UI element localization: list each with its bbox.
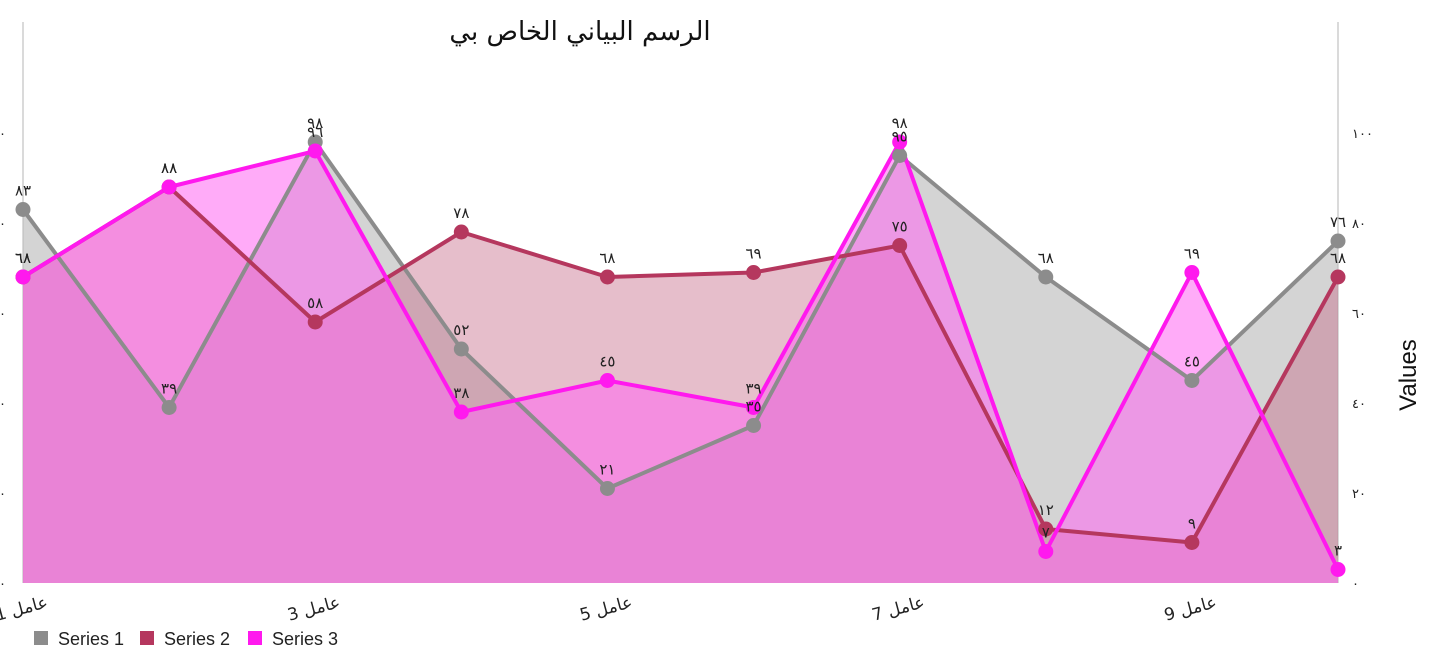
legend-swatch bbox=[248, 631, 262, 645]
series-1-data-label: ٢١ bbox=[599, 461, 615, 479]
series-1-data-label: ٩٨ bbox=[307, 114, 323, 132]
right-y-tick-label: ١٠٠ bbox=[1352, 127, 1373, 142]
series-3-data-label: ٩٨ bbox=[892, 114, 908, 132]
series-3-data-label: ٣٨ bbox=[453, 384, 469, 402]
legend-item-series-2[interactable]: Series 2 bbox=[140, 629, 230, 649]
series-3-data-label: ٣ bbox=[1334, 542, 1342, 560]
series-3-point[interactable] bbox=[1330, 562, 1346, 577]
left-y-tick-label: ٤٠ bbox=[0, 397, 6, 412]
series-3-line bbox=[21, 140, 1340, 571]
series-1-point[interactable] bbox=[161, 400, 177, 415]
right-y-tick-label: ٢٠ bbox=[1352, 487, 1366, 502]
series-1-line bbox=[21, 140, 1340, 491]
series-1-data-label: ٣٩ bbox=[161, 380, 177, 398]
series-1-point[interactable] bbox=[1038, 269, 1054, 285]
legend-label: Series 3 bbox=[272, 629, 338, 649]
series-3-area bbox=[23, 142, 1338, 583]
series-lines bbox=[21, 140, 1340, 571]
series-1-data-label: ٥٢ bbox=[453, 321, 469, 339]
series-2-data-label: ٩ bbox=[1188, 515, 1196, 533]
series-3-data-label: ٦٨ bbox=[15, 249, 31, 267]
series-1-point[interactable] bbox=[453, 341, 469, 357]
series-2-data-label: ٦٨ bbox=[1330, 249, 1346, 267]
series-2-point[interactable] bbox=[1184, 535, 1200, 550]
left-y-tick-labels: ٠ ٢٠ ٤٠ ٦٠ ٨٠ ١٠٠ bbox=[0, 127, 6, 592]
x-tick-label: عامل 9 bbox=[1162, 593, 1219, 626]
series-3-data-label: ٨٨ bbox=[161, 159, 177, 177]
series-2-data-label: ٦٨ bbox=[15, 249, 31, 267]
series-3-data-label: ٩٦ bbox=[307, 123, 323, 141]
data-labels: ٨٣ ٣٩ ٩٨ ٥٢ ٢١ ٣٥ ٩٥ ٦٨ ٤٥ ٧٦ ٦٨ ٨٨ ٥٨ ٧٨ ٦٨ ٦٩ ٧٥ ١٢ ٩ ٦٨ ٦… bbox=[15, 114, 1346, 560]
left-y-tick-label: ٠ bbox=[0, 577, 6, 592]
series-2-data-label: ١٢ bbox=[1038, 501, 1054, 519]
series-3-data-label: ٣٩ bbox=[745, 380, 761, 398]
right-y-tick-label: ٤٠ bbox=[1352, 397, 1366, 412]
series-2-point[interactable] bbox=[1038, 521, 1054, 537]
series-2-data-label: ٧٨ bbox=[453, 204, 469, 222]
series-2-data-label: ٦٨ bbox=[599, 249, 615, 267]
series-2-point[interactable] bbox=[453, 224, 469, 240]
series-1-point[interactable] bbox=[1330, 233, 1346, 249]
series-1-data-label: ٣٥ bbox=[745, 398, 761, 416]
series-3-point[interactable] bbox=[746, 400, 762, 415]
series-2-data-label: ٥٨ bbox=[307, 294, 323, 312]
series-3-data-label: ٤٥ bbox=[599, 353, 615, 371]
series-3-point[interactable] bbox=[453, 404, 469, 420]
series-3-data-label: ٦٩ bbox=[1184, 245, 1200, 263]
series-2-data-label: ٦٩ bbox=[745, 245, 761, 263]
series-1-data-label: ٦٨ bbox=[1038, 249, 1054, 267]
right-y-tick-label: ٨٠ bbox=[1352, 217, 1366, 232]
left-y-tick-label: ٦٠ bbox=[0, 307, 6, 322]
series-2-point[interactable] bbox=[1330, 269, 1346, 285]
series-2-data-label: ٨٨ bbox=[161, 159, 177, 177]
legend-swatch bbox=[140, 631, 154, 645]
x-tick-labels: عامل 1 عامل 3 عامل 5 عامل 7 عامل 9 bbox=[0, 593, 1219, 626]
right-y-tick-labels: ٠ ٢٠ ٤٠ ٦٠ ٨٠ ١٠٠ bbox=[1352, 127, 1373, 592]
right-y-axis-title: Values bbox=[1395, 339, 1422, 411]
series-2-point[interactable] bbox=[599, 269, 615, 285]
x-tick-label: عامل 5 bbox=[578, 593, 635, 626]
legend-swatch bbox=[34, 631, 48, 645]
right-y-tick-label: ٠ bbox=[1352, 577, 1359, 592]
series-3-point[interactable] bbox=[892, 134, 908, 150]
series-3-point[interactable] bbox=[599, 373, 615, 388]
chart-title: الرسم البياني الخاص بي bbox=[449, 17, 710, 47]
series-areas bbox=[23, 142, 1338, 583]
left-y-tick-label: ٢٠ bbox=[0, 487, 6, 502]
series-2-data-label: ٧٥ bbox=[892, 218, 908, 236]
x-tick-label: عامل 3 bbox=[285, 593, 342, 626]
legend-label: Series 2 bbox=[164, 629, 230, 649]
series-2-line bbox=[21, 185, 1340, 545]
series-3-data-label: ٧ bbox=[1042, 524, 1050, 542]
series-2-point[interactable] bbox=[307, 314, 323, 330]
series-1-point[interactable] bbox=[892, 148, 908, 163]
series-1-data-label: ٨٣ bbox=[15, 182, 31, 200]
left-y-tick-label: ٨٠ bbox=[0, 217, 6, 232]
series-1-data-label: ٤٥ bbox=[1184, 353, 1200, 371]
series-1-point[interactable] bbox=[1184, 373, 1200, 388]
series-3-point[interactable] bbox=[307, 143, 323, 159]
series-3-point[interactable] bbox=[1184, 265, 1200, 280]
legend-item-series-3[interactable]: Series 3 bbox=[248, 629, 338, 649]
legend: Series 1 Series 2 Series 3 bbox=[34, 629, 338, 649]
series-1-point[interactable] bbox=[746, 418, 762, 433]
legend-label: Series 1 bbox=[58, 629, 124, 649]
legend-item-series-1[interactable]: Series 1 bbox=[34, 629, 124, 649]
left-y-tick-label: ١٠٠ bbox=[0, 127, 6, 142]
series-3-point[interactable] bbox=[161, 179, 177, 195]
right-y-tick-label: ٦٠ bbox=[1352, 307, 1366, 322]
series-2-point[interactable] bbox=[892, 238, 908, 253]
series-1-data-label: ٩٥ bbox=[892, 128, 908, 146]
x-tick-label: عامل 1 bbox=[0, 593, 50, 626]
series-3-point[interactable] bbox=[1038, 544, 1054, 559]
series-1-point[interactable] bbox=[15, 202, 31, 217]
series-1-point[interactable] bbox=[599, 481, 615, 496]
series-1-data-label: ٧٦ bbox=[1330, 213, 1346, 231]
series-3-point[interactable] bbox=[15, 269, 31, 285]
series-2-point[interactable] bbox=[746, 265, 762, 280]
x-tick-label: عامل 7 bbox=[870, 593, 927, 626]
series-points bbox=[15, 134, 1346, 577]
